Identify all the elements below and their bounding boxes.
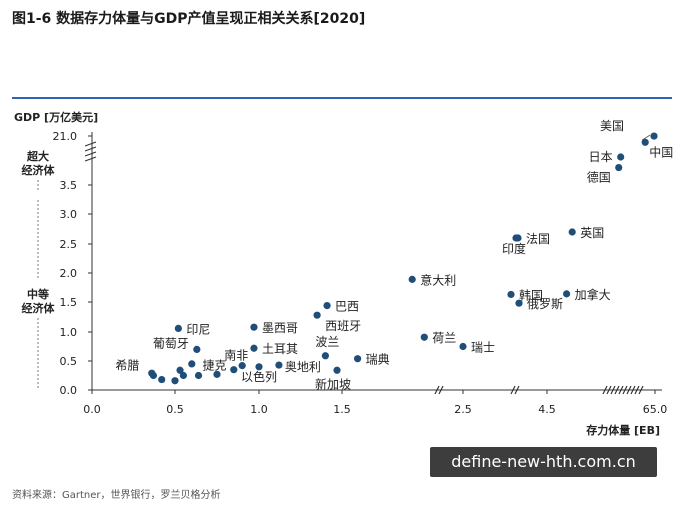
x-axis-title: 存力体量 [EB] [586,423,660,437]
data-point-南非 [238,362,246,370]
data-point-美国 [650,132,658,140]
tier-label-0: 超大经济体 [22,149,56,177]
source-note: 资料来源：Gartner，世界银行，罗兰贝格分析 [12,490,221,501]
data-point-德国 [615,163,623,172]
y-tick-label-2-5: 2.5 [60,238,78,251]
header-rule [12,97,672,99]
data-label-法国: 法国 [526,232,550,246]
data-point-奥地利 [275,361,283,369]
y-tick-label-2-0: 2.0 [60,267,78,280]
data-label-瑞士: 瑞士 [471,341,495,355]
data-point-葡萄牙 [193,345,201,353]
data-label-波兰: 波兰 [315,335,339,349]
data-point-34 [230,366,238,374]
y-axis-title: GDP [万亿美元] [14,110,98,124]
data-point-土耳其 [250,344,258,352]
x-tick-label-2-5: 2.5 [454,403,472,416]
data-label-加拿大: 加拿大 [575,287,611,302]
data-point-日本 [617,153,625,161]
data-point-巴西 [323,302,331,310]
data-label-印尼: 印尼 [186,322,210,336]
x-tick-label-1-0: 1.0 [250,403,268,416]
x-tick-label-65-0: 65.0 [643,403,668,416]
data-label-巴西: 巴西 [335,300,359,314]
y-tick-label-21-0: 21.0 [53,130,78,143]
data-label-意大利: 意大利 [420,272,456,287]
data-point-中国 [641,138,649,146]
data-label-南非: 南非 [224,348,248,363]
data-point-印尼 [174,324,182,332]
data-label-中国: 中国 [649,144,673,159]
data-point-捷克 [194,371,203,380]
data-point-印度 [512,234,520,242]
data-label-美国: 美国 [600,119,624,133]
watermark: define-new-hth.com.cn [430,447,657,477]
y-tick-label-3-0: 3.0 [60,208,78,221]
data-point-波兰 [321,352,329,360]
y-tick-label-3-5: 3.5 [60,179,78,192]
data-point-30 [176,366,184,374]
data-point-28 [158,375,166,384]
data-label-印度: 印度 [502,241,526,256]
data-points [148,132,658,385]
data-label-荷兰: 荷兰 [432,331,456,345]
data-point-墨西哥 [250,323,258,331]
y-axis-break [84,141,97,162]
data-label-以色列: 以色列 [241,370,277,384]
tier-label-1: 中等经济体 [22,287,56,315]
data-point-加拿大 [563,290,571,298]
data-point-英国 [568,228,576,236]
data-point-新加坡 [333,366,341,374]
data-label-德国: 德国 [587,170,611,185]
x-axis-break-2 [510,385,520,395]
data-label-韩国: 韩国 [519,287,543,302]
data-label-俄罗斯: 俄罗斯 [527,297,563,311]
data-point-31 [179,371,187,380]
data-label-新加坡: 新加坡 [315,376,351,391]
x-tick-label-4-5: 4.5 [538,403,556,416]
data-point-韩国 [507,290,515,299]
data-label-西班牙: 西班牙 [325,319,361,333]
data-label-葡萄牙: 葡萄牙 [153,336,189,350]
data-point-荷兰 [420,333,428,341]
data-point-33 [213,370,221,378]
y-tick-label-1-0: 1.0 [60,326,78,339]
y-tick-label-0-5: 0.5 [60,355,78,368]
data-label-希腊: 希腊 [115,358,139,373]
y-tick-label-0-0: 0.0 [60,384,78,397]
data-label-捷克: 捷克 [203,359,227,373]
data-label-土耳其: 土耳其 [262,342,298,356]
data-point-意大利 [408,275,416,283]
data-point-瑞典 [354,355,362,363]
tick-labels: 0.0 0.5 1.0 1.5 2.5 4.5 65.0 0.0 0.5 1.0 1.5 2.0 2.5… [14,110,667,437]
chart-title: 图1-6 数据存力体量与GDP产值呈现正相关关系[2020] [12,11,366,27]
data-label-奥地利: 奥地利 [285,360,321,374]
data-label-日本: 日本 [589,150,613,164]
data-point-以色列 [255,363,263,371]
x-axis-break-3 [602,385,644,395]
data-label-瑞典: 瑞典 [366,353,390,367]
x-tick-label-1-5: 1.5 [333,403,351,416]
data-point-俄罗斯 [515,299,523,307]
x-tick-label-0-5: 0.5 [166,403,184,416]
leader-美国 [641,134,651,141]
x-tick-label-0-0: 0.0 [83,403,101,416]
data-point-瑞士 [459,342,467,351]
data-point-西班牙 [313,311,321,319]
x-axis-break-1 [434,385,444,395]
data-point-29 [171,377,179,385]
data-label-英国: 英国 [580,226,604,240]
data-point-27 [148,369,156,377]
data-label-墨西哥: 墨西哥 [262,321,298,335]
y-tick-label-1-5: 1.5 [60,296,78,309]
data-point-32 [188,360,196,368]
